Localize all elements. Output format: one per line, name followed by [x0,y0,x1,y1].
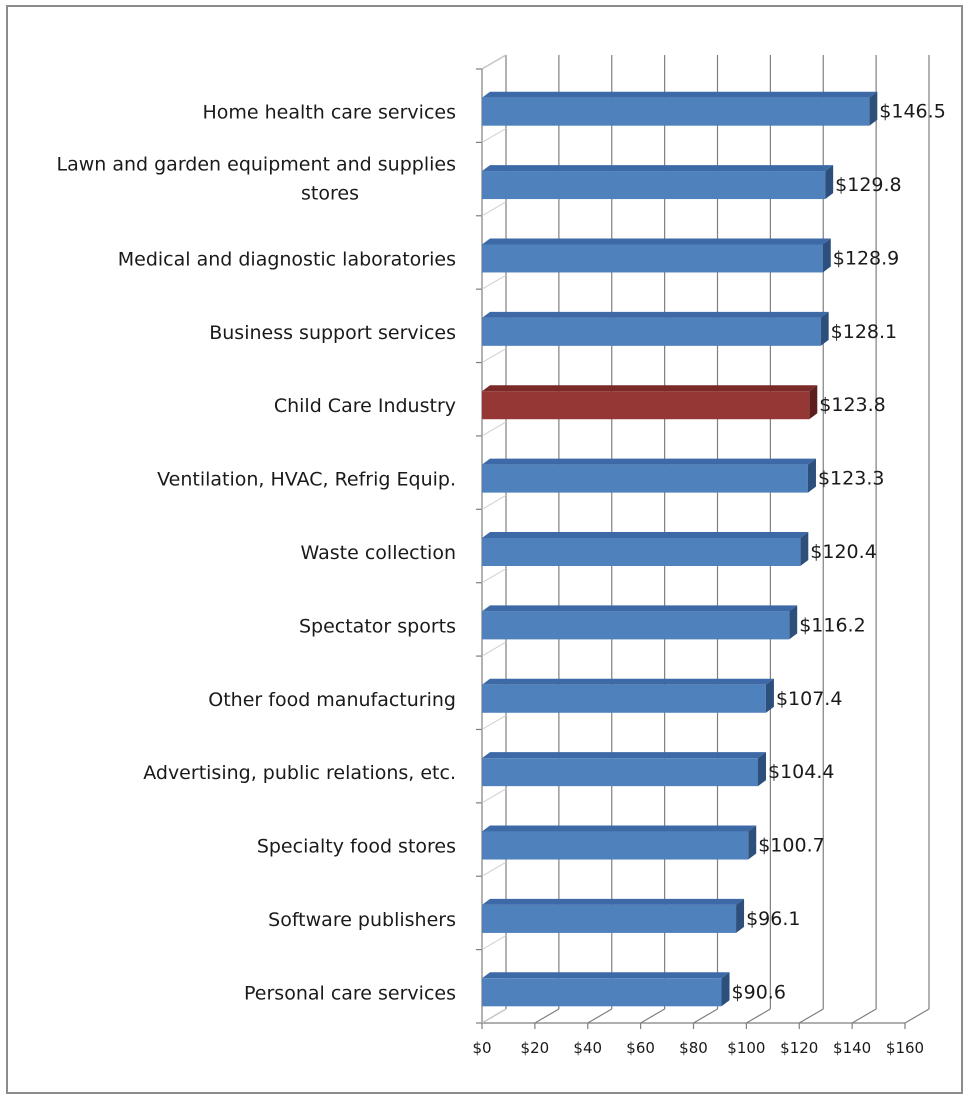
value-label: $116.2 [799,614,865,636]
bar-top [482,678,774,685]
wall-separator [481,1008,507,1024]
bar-side [736,898,745,933]
floor-gridline [798,1008,824,1024]
x-tick-label: $160 [886,1039,924,1057]
x-tick-label: $60 [626,1039,655,1057]
bar-top [482,311,829,318]
wall-separator [481,935,507,951]
bar-top [482,752,767,759]
floor-gridline [640,1008,665,1024]
category-label: stores [301,183,359,205]
value-label: $146.5 [879,101,945,123]
bar-top [482,825,757,832]
bar-top [482,605,798,612]
category-label: Child Care Industry [274,395,456,417]
category-label: Advertising, public relations, etc. [143,762,456,784]
wall-separator [481,201,507,217]
category-label: Ventilation, HVAC, Refrig Equip. [157,469,456,491]
bar-top [482,385,818,392]
value-label: $129.8 [835,174,901,196]
floor-gridline [534,1008,560,1024]
value-label: $128.1 [831,321,897,343]
wall-separator [481,54,507,70]
wall-separator [481,127,507,143]
category-label: Waste collection [301,542,456,564]
category-label: Software publishers [268,909,456,931]
category-label: Lawn and garden equipment and supplies [56,154,456,176]
bar [482,464,808,493]
x-tick-label: $140 [833,1039,871,1057]
bar [482,978,722,1007]
bar-side [822,238,831,273]
bar [482,317,821,346]
floor-gridline [693,1008,718,1024]
bar [482,831,749,860]
bar-side [721,972,730,1007]
wall-separator [481,641,507,657]
bar-top [482,532,809,538]
value-label: $100.7 [758,835,824,857]
bar [482,684,766,713]
category-label: Personal care services [244,982,456,1004]
value-label: $90.6 [732,981,786,1003]
floor-gridline [746,1008,771,1024]
bar-side [789,605,798,640]
value-label: $123.8 [819,394,885,416]
value-label: $96.1 [746,908,800,930]
category-label: Spectator sports [299,615,456,637]
wall-separator [481,861,507,877]
floor-gridline [904,1008,930,1024]
value-label: $123.3 [818,468,884,490]
bar [482,391,810,420]
floor-gridline [587,1008,613,1024]
wall-separator [481,274,507,290]
wall-separator [481,421,507,437]
bar-side [748,825,757,860]
value-label: $107.4 [776,688,842,710]
bar-side [825,165,834,200]
x-tick-label: $40 [573,1039,602,1057]
bar-side [765,678,774,713]
bar [482,611,790,640]
floor-gridline [851,1008,877,1024]
x-tick-label: $20 [521,1039,550,1057]
bar-side [807,458,816,493]
x-tick-label: $0 [472,1039,491,1057]
bar [482,97,870,126]
bar-side [820,311,829,346]
bar-side [809,385,818,420]
x-tick-label: $100 [727,1039,765,1057]
bar [482,758,759,787]
wall-separator [481,568,507,584]
bar-top [482,165,834,172]
value-label: $128.9 [833,247,899,269]
bar-side [800,532,809,566]
category-label: Business support services [209,322,456,344]
bar-top [482,898,745,905]
bar-side [869,91,878,126]
bar-top [482,972,730,979]
category-label: Home health care services [202,102,456,124]
bar [482,244,823,273]
wall-separator [481,715,507,730]
bar-side [758,752,767,787]
bar-top [482,238,831,245]
category-label: Specialty food stores [257,836,456,858]
wall-separator [481,494,507,510]
category-label: Medical and diagnostic laboratories [118,248,456,270]
value-label: $120.4 [810,541,876,563]
wall-separator [481,788,507,804]
bar-top [482,458,816,465]
x-tick-label: $120 [780,1039,818,1057]
bar [482,904,737,933]
wall-separator [481,348,507,363]
x-tick-label: $80 [679,1039,708,1057]
bar [482,171,826,200]
bar-top [482,91,878,98]
category-label: Other food manufacturing [208,689,456,711]
value-label: $104.4 [768,761,834,783]
bar [482,538,801,566]
